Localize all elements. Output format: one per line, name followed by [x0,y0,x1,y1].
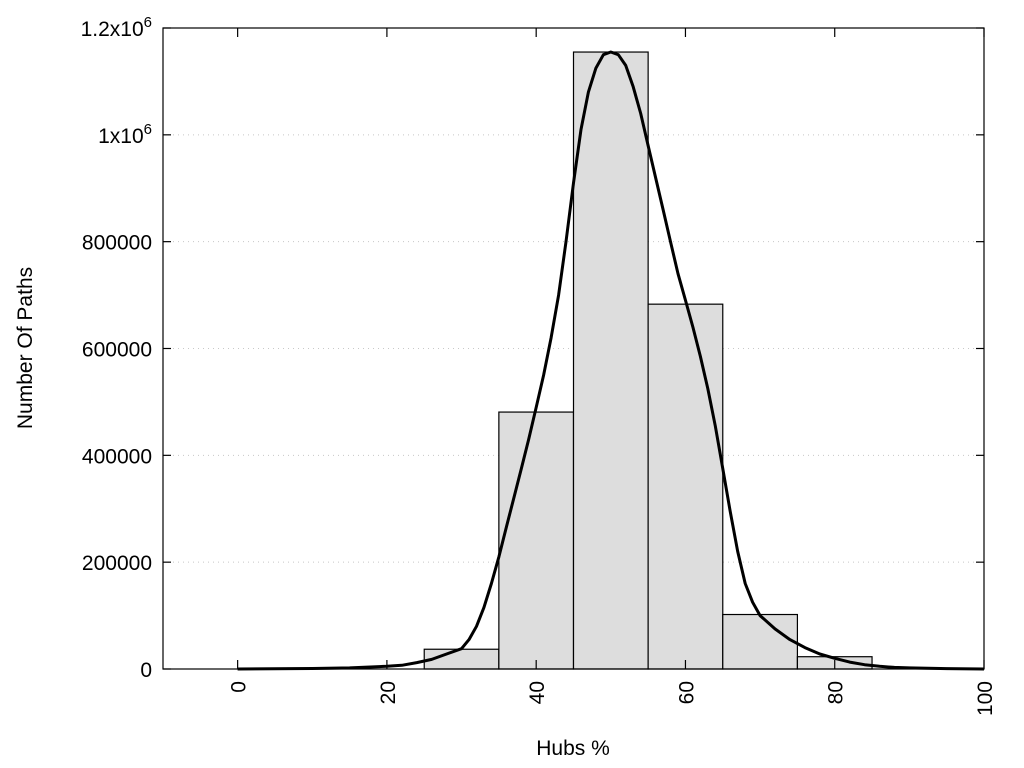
y-axis-title: Number Of Paths [14,267,37,429]
histogram-bar [498,411,575,670]
fit-curve-layer [237,50,985,671]
y-tick-label: 800000 [82,232,152,255]
y-tick-label: 1x106 [98,121,152,148]
x-tick-label: 20 [377,681,400,704]
x-axis-title: Hubs % [536,737,610,760]
y-tick-label: 600000 [82,339,152,362]
y-tick-label: 0 [140,659,152,682]
y-tick-label: 400000 [82,445,152,468]
x-tick-label: 100 [974,681,997,716]
x-tick-label: 0 [228,681,251,693]
x-tick-label: 40 [526,681,549,704]
histogram-bar [572,51,649,670]
x-tick-labels: 0 20 40 60 80 100 [228,681,997,716]
axis-ticks [163,27,985,670]
y-tick-labels: 0 200000 400000 600000 800000 1x106 1.2x106 [81,14,152,682]
y-tick-label: 1.2x106 [81,14,152,41]
y-tick-label: 200000 [82,552,152,575]
x-tick-label: 80 [825,681,848,704]
histogram-bars [423,51,873,670]
histogram-bar [722,613,799,670]
x-tick-label: 60 [675,681,698,704]
fit-curve [237,50,985,671]
histogram-bar [647,303,724,670]
